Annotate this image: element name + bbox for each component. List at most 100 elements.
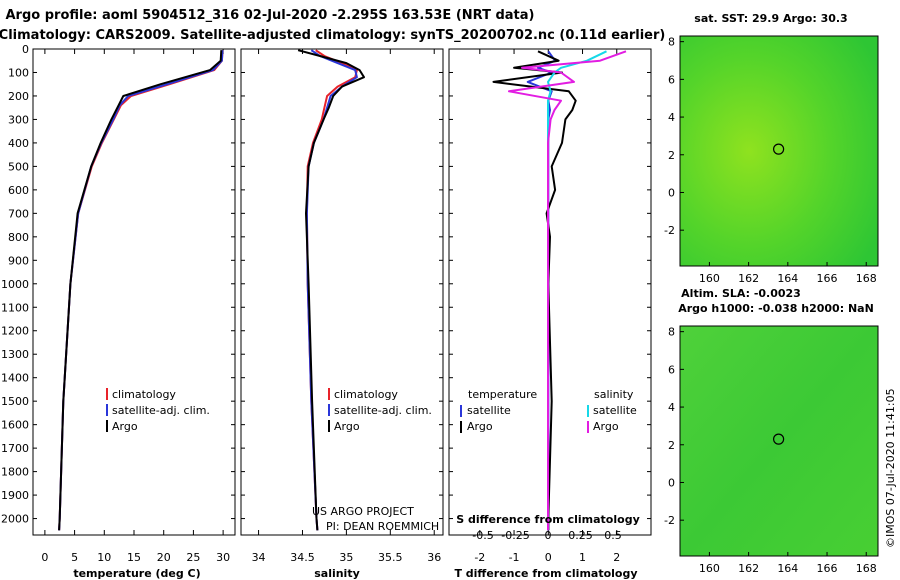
legend-label-climatology: climatology: [334, 388, 398, 401]
depth-tick-label: 100: [8, 66, 29, 79]
sla-map-overlay: 160 162 164 166 168 -2 0 2 4 6 8: [664, 326, 877, 575]
depth-tick-label: 1000: [1, 278, 29, 291]
map-y-tick-label: 4: [668, 401, 675, 414]
salinity-xlabel: salinity: [314, 567, 360, 580]
x2-tick-label: 0.5: [604, 529, 622, 542]
credit: ©IMOS 07-Jul-2020 11:41:05: [884, 388, 897, 548]
depth-tick-label: 2000: [1, 513, 29, 526]
depth-tick-label: 1400: [1, 372, 29, 385]
difference-legend: temperature salinity satellite Argo sate…: [456, 388, 640, 526]
legend-label-sal-argo: Argo: [593, 420, 619, 433]
x2-tick-label: 0.25: [568, 529, 593, 542]
depth-tick-label: 1500: [1, 395, 29, 408]
x-tick-label: 30: [216, 551, 230, 564]
legend-label-temp-argo: Argo: [467, 420, 493, 433]
difference-plot: -2 -1 0 1 2 -0.5 -0.25 0 0.25 0.5: [472, 49, 627, 564]
series-line-temperature-argo: [492, 50, 577, 531]
map-y-tick-label: -2: [664, 514, 675, 527]
x-tick-label: 35: [339, 551, 353, 564]
legend-label-temp-satellite: satellite: [467, 404, 511, 417]
pi-annotation: PI: DEAN ROEMMICH: [326, 520, 439, 533]
depth-tick-label: 0: [22, 43, 29, 56]
depth-tick-label: 400: [8, 137, 29, 150]
depth-tick-label: 700: [8, 207, 29, 220]
x-tick-label: 36: [427, 551, 441, 564]
map-y-tick-label: 2: [668, 439, 675, 452]
difference-panel: [448, 48, 652, 536]
x-tick-label: 10: [97, 551, 111, 564]
x2-tick-label: -0.5: [472, 529, 493, 542]
legend-title-temperature: temperature: [468, 388, 537, 401]
map-x-tick-label: 162: [738, 272, 759, 285]
salinity-legend: climatology satellite-adj. clim. Argo US…: [312, 388, 439, 533]
depth-axis: 0 100 200 300 400 500 600 700 800 900 1000 1100 1200…: [1, 43, 651, 526]
series-line-salinity-satellite: [547, 50, 607, 531]
map-y-tick-label: 6: [668, 363, 675, 376]
figure-subtitle: Climatology: CARS2009. Satellite-adjuste…: [0, 28, 665, 43]
map-y-tick-label: 4: [668, 111, 675, 124]
depth-tick-label: 900: [8, 254, 29, 267]
temperature-legend: climatology satellite-adj. clim. Argo: [106, 388, 210, 433]
map-y-tick-label: 8: [668, 36, 675, 49]
legend-title-salinity: salinity: [594, 388, 634, 401]
x-tick-label: 1: [579, 551, 586, 564]
legend-label-climatology: climatology: [112, 388, 176, 401]
x-tick-label: 25: [186, 551, 200, 564]
depth-tick-label: 200: [8, 90, 29, 103]
sla-map: [679, 325, 879, 557]
x-tick-label: 0: [545, 551, 552, 564]
x-tick-label: 20: [157, 551, 171, 564]
temperature-panel: [32, 48, 236, 536]
legend-label-argo: Argo: [334, 420, 360, 433]
legend-label-satellite: satellite-adj. clim.: [334, 404, 432, 417]
series-line-argo: [58, 50, 223, 531]
x-tick-label: -2: [474, 551, 485, 564]
depth-tick-label: 800: [8, 231, 29, 244]
sst-map-title: sat. SST: 29.9 Argo: 30.3: [694, 12, 847, 25]
map-x-tick-label: 164: [777, 562, 798, 575]
argo-position-marker: [773, 143, 785, 155]
x-tick-label: 5: [71, 551, 78, 564]
map-x-tick-label: 164: [777, 272, 798, 285]
x-tick-label: 0: [41, 551, 48, 564]
series-line-argo: [297, 49, 365, 531]
depth-tick-label: 1800: [1, 466, 29, 479]
legend-label-sal-satellite: satellite: [593, 404, 637, 417]
depth-tick-label: 1600: [1, 419, 29, 432]
map-x-tick-label: 160: [699, 562, 720, 575]
x-tick-label: 15: [127, 551, 141, 564]
depth-tick-label: 1900: [1, 489, 29, 502]
depth-tick-label: 500: [8, 160, 29, 173]
x-tick-label: 35.5: [378, 551, 403, 564]
map-y-tick-label: 8: [668, 326, 675, 339]
depth-tick-label: 600: [8, 184, 29, 197]
difference-xlabel: T difference from climatology: [454, 567, 637, 580]
sst-map: [679, 35, 879, 267]
argo-position-marker: [773, 433, 785, 445]
depth-tick-label: 1300: [1, 348, 29, 361]
map-x-tick-label: 166: [817, 272, 838, 285]
figure-title: Argo profile: aoml 5904512_316 02-Jul-20…: [6, 8, 535, 23]
x2-tick-label: 0: [545, 529, 552, 542]
series-line-satellite-adj-clim-: [58, 50, 224, 531]
sla-map-subtitle: Argo h1000: -0.038 h2000: NaN: [678, 302, 874, 315]
depth-tick-label: 1100: [1, 301, 29, 314]
salinity-plot: 34 34.5 35 35.5 36: [252, 49, 441, 564]
temperature-plot: 0 5 10 15 20 25 30: [41, 49, 230, 564]
map-x-tick-label: 168: [856, 562, 877, 575]
temperature-xlabel: temperature (deg C): [73, 567, 200, 580]
map-y-tick-label: -2: [664, 224, 675, 237]
project-annotation: US ARGO PROJECT: [312, 505, 414, 518]
map-y-tick-label: 2: [668, 149, 675, 162]
series-line-climatology: [58, 50, 224, 531]
map-y-tick-label: 0: [668, 186, 675, 199]
map-x-tick-label: 162: [738, 562, 759, 575]
x-tick-label: 2: [613, 551, 620, 564]
map-x-tick-label: 168: [856, 272, 877, 285]
legend-label-argo: Argo: [112, 420, 138, 433]
sst-map-overlay: 160 162 164 166 168 -2 0 2 4 6 8: [664, 36, 877, 285]
map-y-tick-label: 0: [668, 476, 675, 489]
map-x-tick-label: 166: [817, 562, 838, 575]
map-y-tick-label: 6: [668, 73, 675, 86]
x2-tick-label: -0.25: [501, 529, 529, 542]
